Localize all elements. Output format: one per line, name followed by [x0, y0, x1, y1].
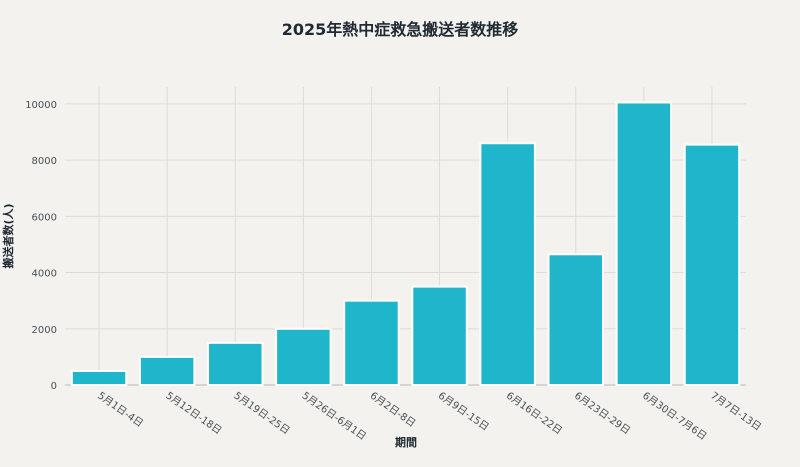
bar[interactable] — [138, 355, 196, 386]
bars — [70, 101, 741, 387]
bar[interactable] — [343, 299, 400, 386]
chart-title: 2025年熱中症救急搬送者数推移 — [282, 20, 519, 39]
bar[interactable] — [615, 101, 673, 387]
x-tick-label: 5月12日-18日 — [163, 390, 223, 437]
x-tick-label: 6月23日-29日 — [572, 390, 632, 437]
bar[interactable] — [207, 341, 264, 387]
x-tick-label: 7月7日-13日 — [708, 390, 763, 434]
bar[interactable] — [275, 327, 332, 387]
x-tick-labels: 5月1日-4日 5月12日-18日 5月19日-25日 5月26日-6月1日 6月2日-… — [95, 390, 763, 443]
bar[interactable] — [70, 369, 128, 386]
x-tick-label: 6月9日-15日 — [436, 390, 491, 434]
x-axis-label: 期間 — [395, 435, 417, 449]
x-tick-label: 5月19日-25日 — [232, 390, 292, 437]
y-tick-label: 8000 — [32, 156, 57, 167]
y-tick-label: 0 — [51, 381, 57, 392]
bar[interactable] — [479, 142, 536, 386]
x-tick-label: 5月1日-4日 — [95, 390, 145, 430]
y-tick-label: 2000 — [32, 325, 57, 336]
bar[interactable] — [683, 143, 741, 386]
y-tick-label: 6000 — [32, 212, 57, 223]
y-axis-label: 搬送者数(人) — [1, 203, 15, 268]
y-tick-labels: 0 2000 4000 6000 8000 10000 — [25, 100, 57, 392]
x-tick-label: 6月30日-7月6日 — [640, 390, 709, 443]
x-tick-label: 5月26日-6月1日 — [300, 390, 369, 443]
bar[interactable] — [411, 285, 468, 386]
x-tick-label: 6月16日-22日 — [504, 390, 564, 437]
x-tick-label: 6月2日-8日 — [368, 390, 418, 430]
bar[interactable] — [547, 253, 604, 386]
y-tick-label: 4000 — [32, 269, 57, 280]
y-tick-label: 10000 — [25, 100, 57, 111]
